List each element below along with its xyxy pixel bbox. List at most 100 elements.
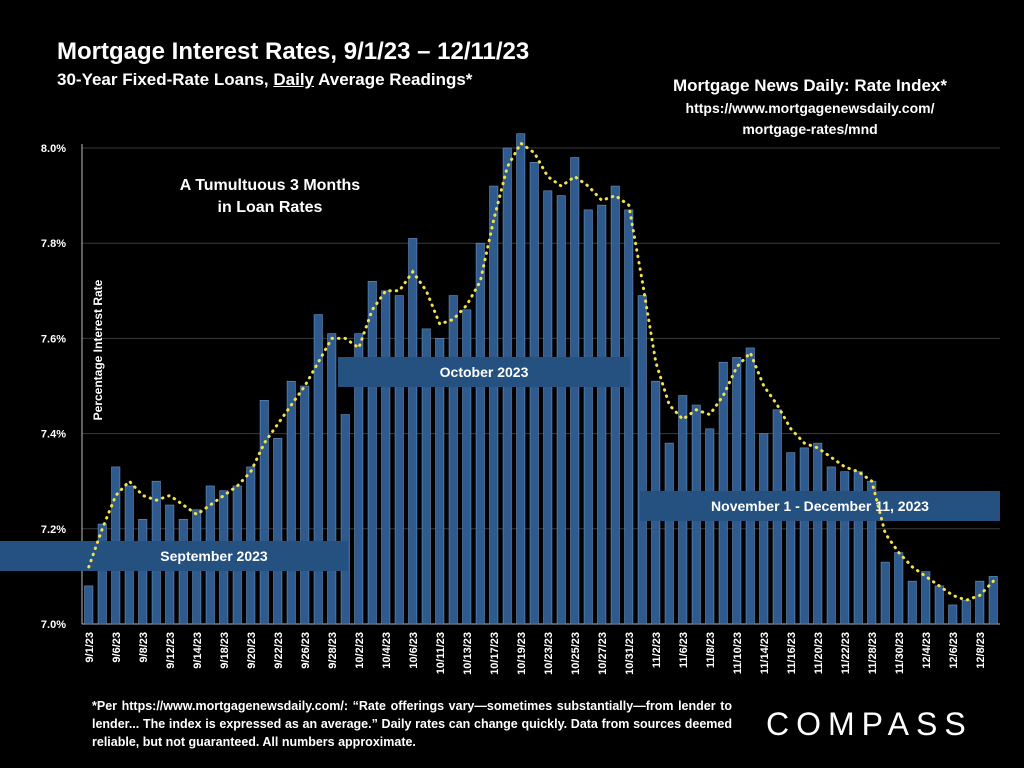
bar-11/30/23 <box>894 552 904 625</box>
period-band-3 <box>640 491 1000 521</box>
bar-10/25/23 <box>570 157 580 625</box>
x-tick-label: 11/30/23 <box>894 632 906 674</box>
x-tick-label: 12/8/23 <box>975 632 987 669</box>
bar-10/24/23 <box>556 195 566 625</box>
bar-9/26/23 <box>300 385 310 625</box>
subtitle-post: Average Readings* <box>314 70 473 89</box>
source-title: Mortgage News Daily: Rate Index* <box>673 76 947 95</box>
x-tick-label: 11/6/23 <box>678 632 690 668</box>
bar-10/9/23 <box>421 328 431 625</box>
bar-12/8/23 <box>975 580 985 625</box>
bar-11/14/23 <box>759 433 769 625</box>
bar-11/22/23 <box>840 471 850 625</box>
trend-line <box>87 141 995 602</box>
bar-9/5/23 <box>97 523 107 625</box>
bar-11/10/23 <box>732 357 742 625</box>
x-tick-label: 10/4/23 <box>381 632 393 669</box>
bar-12/6/23 <box>948 604 958 625</box>
period-band-1 <box>0 541 348 571</box>
x-tick-label: 11/22/23 <box>840 632 852 674</box>
x-tick-label: 10/11/23 <box>435 632 447 674</box>
x-tick-label: 9/12/23 <box>165 632 177 669</box>
period-band-2 <box>338 357 630 387</box>
bar-9/13/23 <box>178 518 188 625</box>
bar-10/17/23 <box>489 185 499 625</box>
bar-10/20/23 <box>529 161 539 625</box>
bar-11/29/23 <box>880 561 890 625</box>
y-tick-label: 7.4% <box>41 429 66 441</box>
x-tick-label: 9/20/23 <box>246 632 258 669</box>
chart-subtitle: 30-Year Fixed-Rate Loans, Daily Average … <box>57 70 472 90</box>
y-axis-label: Percentage Interest Rate <box>91 279 105 421</box>
bar-12/5/23 <box>934 585 944 625</box>
x-tick-label: 9/22/23 <box>273 632 285 669</box>
period-band-label-2: October 2023 <box>440 364 529 380</box>
bar-11/13/23 <box>745 347 755 625</box>
x-tick-label: 11/16/23 <box>786 632 798 674</box>
x-tick-label: 11/2/23 <box>651 632 663 668</box>
annotation-line2: in Loan Rates <box>217 199 323 216</box>
bar-11/21/23 <box>826 466 836 625</box>
y-tick-label: 8.0% <box>41 143 66 155</box>
y-tick-label: 7.6% <box>41 333 66 345</box>
bar-12/1/23 <box>907 580 917 625</box>
bar-9/21/23 <box>259 399 269 625</box>
bar-11/3/23 <box>664 442 674 625</box>
source-url-line1: https://www.mortgagenewsdaily.com/ <box>685 100 935 116</box>
bar-10/11/23 <box>435 338 445 625</box>
y-tick-label: 7.0% <box>41 619 66 631</box>
x-tick-label: 9/1/23 <box>84 632 96 663</box>
compass-logo: COMPASS <box>766 706 973 742</box>
subtitle-pre: 30-Year Fixed-Rate Loans, <box>57 70 274 89</box>
bar-10/23/23 <box>543 190 553 625</box>
y-tick-label: 7.2% <box>41 524 66 536</box>
bar-10/12/23 <box>448 295 458 625</box>
x-tick-label: 9/28/23 <box>327 632 339 669</box>
x-tick-label: 11/8/23 <box>705 632 717 668</box>
footnote: *Per https://www.mortgagenewsdaily.com/:… <box>92 699 732 749</box>
bar-10/26/23 <box>583 209 593 625</box>
x-tick-label: 12/4/23 <box>921 632 933 669</box>
subtitle-underlined: Daily <box>273 70 315 89</box>
annotation-line1: A Tumultuous 3 Months <box>179 177 361 194</box>
bar-11/17/23 <box>799 447 809 625</box>
bar-11/1/23 <box>637 295 647 625</box>
bar-10/5/23 <box>394 295 404 625</box>
source-url-line2: mortgage-rates/mnd <box>742 121 878 137</box>
x-tick-label: 11/14/23 <box>759 632 771 674</box>
bar-10/4/23 <box>381 290 391 625</box>
x-tick-label: 11/28/23 <box>867 632 879 674</box>
bar-9/29/23 <box>340 414 350 625</box>
bar-9/27/23 <box>313 314 323 625</box>
x-tick-label: 10/2/23 <box>354 632 366 669</box>
x-tick-label: 12/6/23 <box>948 632 960 669</box>
bar-10/3/23 <box>367 280 377 625</box>
x-tick-label: 10/13/23 <box>462 632 474 675</box>
bar-11/16/23 <box>786 452 796 625</box>
bar-12/4/23 <box>921 571 931 625</box>
x-tick-label: 10/19/23 <box>516 632 528 675</box>
x-tick-label: 10/17/23 <box>489 632 501 675</box>
bar-11/27/23 <box>853 471 863 625</box>
bar-10/13/23 <box>462 309 472 625</box>
x-tick-label: 10/25/23 <box>570 632 582 675</box>
bar-9/1/23 <box>84 585 94 625</box>
chart-title: Mortgage Interest Rates, 9/1/23 – 12/11/… <box>57 38 530 65</box>
x-tick-label: 9/18/23 <box>219 632 231 669</box>
bar-11/8/23 <box>705 428 715 625</box>
bar-12/7/23 <box>961 599 971 625</box>
bar-9/28/23 <box>327 333 337 625</box>
x-tick-label: 10/23/23 <box>543 632 555 675</box>
bar-9/25/23 <box>286 380 296 625</box>
period-band-label-1: September 2023 <box>160 548 268 564</box>
bar-10/2/23 <box>354 333 364 625</box>
bar-10/6/23 <box>408 238 418 625</box>
bar-10/30/23 <box>610 185 620 625</box>
x-tick-label: 10/31/23 <box>624 632 636 675</box>
bar-9/22/23 <box>273 438 283 625</box>
x-tick-label: 11/20/23 <box>813 632 825 674</box>
bar-12/11/23 <box>988 576 998 625</box>
period-band-label-3: November 1 - December 11, 2023 <box>711 498 929 514</box>
x-tick-label: 10/6/23 <box>408 632 420 669</box>
